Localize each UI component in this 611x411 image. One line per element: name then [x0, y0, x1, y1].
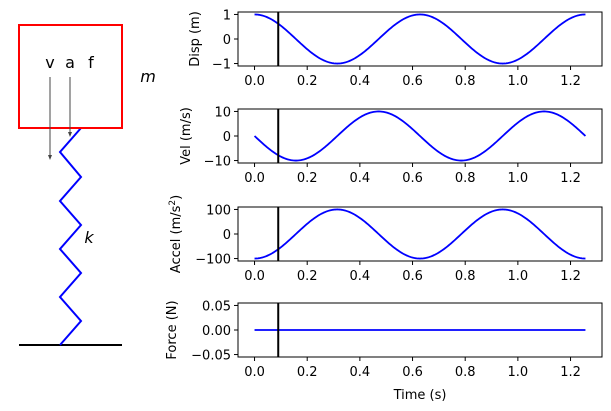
x-tick-label: 0.0	[244, 171, 265, 186]
x-tick-label: 0.4	[350, 269, 371, 284]
x-tick-label: 0.8	[455, 171, 476, 186]
y-tick-label: 1	[223, 8, 231, 23]
y-tick-label: 0.05	[202, 299, 231, 314]
x-tick-label: 1.2	[560, 269, 581, 284]
x-tick-label: 0.6	[402, 365, 423, 380]
velocity-label: v	[45, 53, 54, 72]
y-tick-label: −0.05	[191, 349, 231, 364]
x-tick-label: 0.2	[297, 171, 318, 186]
x-tick-label: 0.4	[350, 365, 371, 380]
force-label: f	[88, 53, 94, 72]
x-tick-label: 0.0	[244, 365, 265, 380]
y-tick-label: −10	[204, 155, 231, 170]
x-tick-label: 1.0	[508, 171, 529, 186]
axes-frame	[237, 11, 603, 67]
x-axis-label: Time (s)	[393, 388, 447, 403]
acceleration-label: a	[65, 53, 75, 72]
y-tick-label: 0.00	[202, 324, 231, 339]
y-tick-label: 0	[223, 130, 231, 145]
x-tick-label: 0.0	[244, 74, 265, 89]
acceleration-arrowhead	[68, 132, 72, 137]
y-tick-label: −1	[212, 58, 231, 73]
y-axis-label: Accel (m/s2)	[168, 195, 184, 273]
mass-label: m	[140, 67, 156, 86]
x-tick-label: 0.2	[297, 365, 318, 380]
y-axis-label: Vel (m/s)	[179, 107, 194, 165]
subplot-3: 0.0 0.2 0.4 0.6 0.8 1.0 1.2 100 0 −100 Accel (m/s2…	[168, 195, 603, 284]
y-tick-label: 0	[223, 33, 231, 48]
x-tick-label: 0.6	[402, 269, 423, 284]
y-tick-label: 100	[206, 203, 231, 218]
x-tick-label: 1.2	[560, 171, 581, 186]
axes-frame	[237, 206, 603, 262]
x-tick-label: 0.0	[244, 269, 265, 284]
y-tick-label: 0	[223, 228, 231, 243]
series-line	[253, 110, 587, 162]
y-tick-label: −100	[195, 253, 231, 268]
x-tick-label: 0.4	[350, 171, 371, 186]
x-tick-label: 1.0	[508, 74, 529, 89]
x-tick-label: 0.6	[402, 74, 423, 89]
x-tick-label: 0.8	[455, 74, 476, 89]
y-axis-label: Disp (m)	[188, 11, 203, 67]
x-tick-label: 1.2	[560, 365, 581, 380]
velocity-arrowhead	[48, 155, 52, 160]
x-tick-label: 0.8	[455, 269, 476, 284]
x-tick-label: 0.6	[402, 171, 423, 186]
series-line	[254, 13, 586, 65]
spring	[58, 127, 83, 346]
x-tick-label: 0.2	[297, 269, 318, 284]
y-tick-label: 10	[214, 105, 231, 120]
subplot-2: 0.0 0.2 0.4 0.6 0.8 1.0 1.2 10 0 −10 Vel (m/s)	[179, 105, 603, 186]
x-tick-label: 1.0	[508, 365, 529, 380]
x-tick-label: 0.2	[297, 74, 318, 89]
x-tick-label: 1.0	[508, 269, 529, 284]
x-tick-label: 0.8	[455, 365, 476, 380]
x-tick-label: 1.2	[560, 74, 581, 89]
y-axis-label: Force (N)	[165, 300, 180, 359]
spring-mass-diagram: v a f m k	[18, 24, 156, 346]
subplot-1: 0.0 0.2 0.4 0.6 0.8 1.0 1.2 1 0 −1 Disp (m)	[188, 8, 603, 89]
series-line	[254, 208, 586, 260]
spring-label: k	[84, 228, 94, 247]
x-tick-label: 0.4	[350, 74, 371, 89]
subplot-4: 0.0 0.2 0.4 0.6 0.8 1.0 1.2 0.05 0.00 −0.05 Force …	[165, 299, 603, 380]
